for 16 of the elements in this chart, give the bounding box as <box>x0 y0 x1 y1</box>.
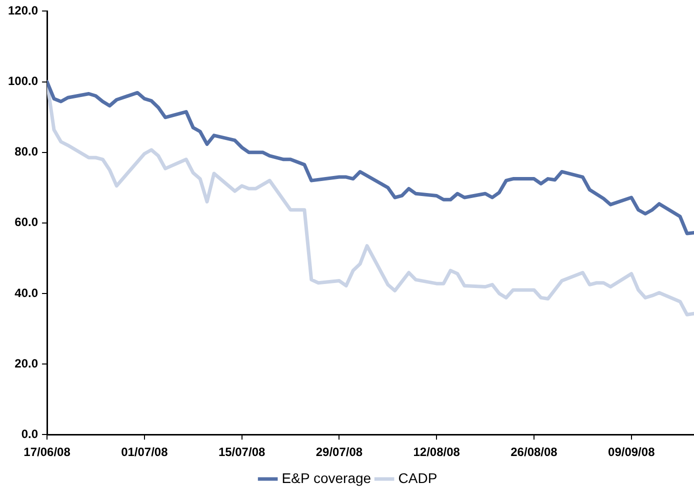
y-tick-label: 60.0 <box>14 215 38 230</box>
x-tick-label: 01/07/08 <box>121 445 168 460</box>
y-tick-label: 80.0 <box>14 144 38 159</box>
x-tick-label: 17/06/08 <box>24 445 71 460</box>
x-tick-label: 15/07/08 <box>218 445 266 460</box>
x-tick-label: 29/07/08 <box>316 445 363 460</box>
y-tick-label: 0.0 <box>21 426 38 441</box>
x-tick-label: 09/09/08 <box>608 445 656 460</box>
y-tick-label: 100.0 <box>8 74 38 88</box>
legend-label: E&P coverage <box>282 470 372 486</box>
y-tick-label: 20.0 <box>14 356 38 370</box>
y-tick-label: 40.0 <box>14 286 38 300</box>
x-tick-label: 26/08/08 <box>510 445 558 460</box>
x-tick-label: 12/08/08 <box>413 445 460 460</box>
y-tick-label: 120.0 <box>8 4 38 18</box>
legend-label: CADP <box>398 470 438 486</box>
